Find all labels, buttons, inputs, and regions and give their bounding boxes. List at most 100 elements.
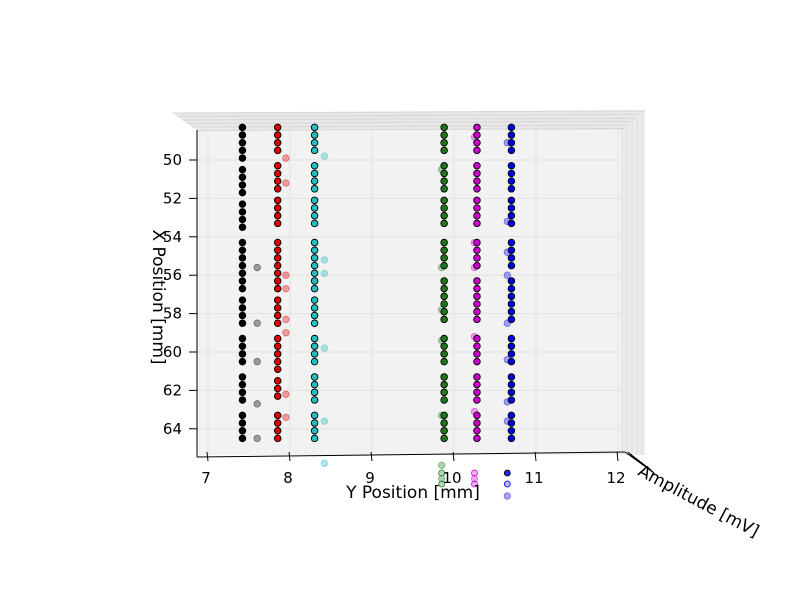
data-point [473,204,481,212]
data-point [507,246,516,254]
faded-point [320,344,329,352]
data-point [238,388,247,397]
data-point [273,319,282,327]
data-point [440,261,448,270]
y-tick-label: 52 [163,189,182,207]
data-point [473,396,481,404]
data-point [238,269,247,278]
faded-point [282,390,290,398]
data-point [440,315,448,324]
data-point [507,204,516,212]
data-point [473,388,481,397]
data-point [473,261,481,270]
data-point [238,131,247,139]
data-point [440,254,448,262]
data-point [507,162,516,170]
data-point [310,311,319,320]
data-point [273,342,282,350]
data-point [238,284,247,293]
data-point [473,138,481,147]
data-point [440,146,448,155]
y-tick-label: 58 [163,305,182,323]
faded-point [282,413,290,421]
faded-point [503,492,511,500]
data-point [238,350,247,358]
data-point [440,284,448,293]
pane-edge-top [181,117,638,121]
data-point [310,185,319,193]
data-point [310,162,319,170]
data-point [440,204,448,212]
y-tick-label: 60 [163,343,182,361]
data-point [310,177,319,185]
data-point [273,277,282,285]
data-point [440,138,448,147]
faded-point [253,263,261,272]
data-point [310,304,319,312]
data-point [507,315,516,324]
data-point [238,411,247,420]
data-point [473,315,481,324]
data-point [473,307,481,316]
data-point [273,169,282,178]
data-point [473,419,481,427]
data-point [273,350,282,358]
data-point [310,277,319,285]
data-point [473,177,481,185]
data-point [473,434,481,443]
data-point [238,334,247,343]
y-tick-label: 50 [163,151,182,169]
x-tick-label: 11 [524,469,543,487]
data-point [473,169,481,178]
data-point [238,223,247,231]
data-point [238,181,247,189]
data-point [473,131,481,139]
data-point [238,319,247,327]
data-point [507,131,516,139]
data-point [440,411,448,420]
faded-point [438,461,446,469]
data-point [238,277,247,285]
data-point [238,311,247,320]
x-tick [370,451,373,462]
data-point [310,146,319,155]
data-point [440,211,448,220]
data-point [507,380,516,389]
faded-point [253,434,261,443]
data-point [238,261,247,270]
legend-marker [503,469,511,477]
data-point [310,373,319,381]
data-point [440,342,448,350]
data-point [310,196,319,205]
faded-point [320,417,329,425]
legend-marker [471,469,478,477]
faded-point [282,284,290,293]
data-point [440,350,448,358]
data-point [310,123,319,132]
data-point [310,284,319,293]
data-point [310,350,319,358]
data-point [473,185,481,193]
data-point [440,277,448,285]
data-point [473,284,481,293]
data-point [473,238,481,247]
data-point [473,123,481,132]
data-point [310,319,319,327]
pane-edge-top [171,110,646,114]
data-point [273,304,282,312]
data-point [440,162,448,170]
data-point [273,311,282,320]
data-point [507,373,516,381]
data-point [238,238,247,247]
data-point [473,254,481,262]
data-point [273,357,282,366]
data-point [507,342,516,350]
data-point [507,284,516,293]
y-tick-label: 54 [163,228,182,246]
data-point [310,219,319,228]
x-tick-label: 8 [283,469,293,487]
data-point [440,123,448,132]
data-point [440,388,448,397]
data-point [440,177,448,185]
data-point [473,292,481,301]
